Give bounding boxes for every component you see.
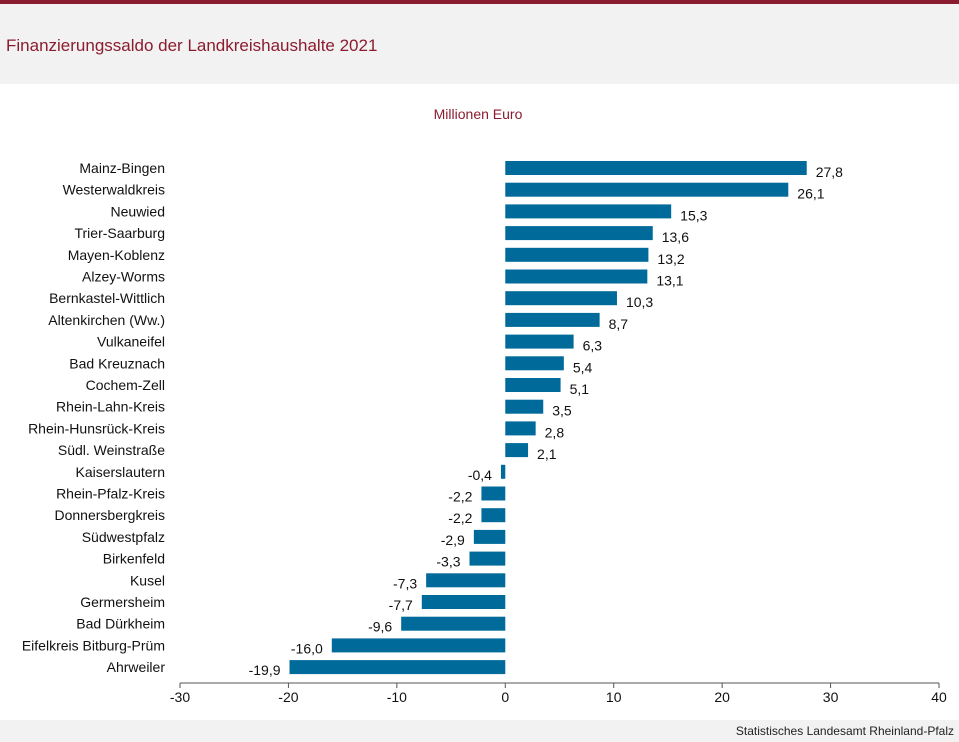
bar-21	[401, 616, 506, 631]
data-label: 2,1	[537, 446, 557, 462]
data-label: 6,3	[583, 338, 603, 354]
category-label: Cochem-Zell	[86, 377, 165, 393]
bar-22	[331, 638, 506, 653]
plot-background	[0, 90, 959, 720]
bar-23	[289, 660, 506, 675]
category-label: Mayen-Koblenz	[68, 247, 165, 263]
data-label: 5,4	[573, 359, 593, 375]
data-label: -16,0	[291, 640, 323, 656]
top-accent-bar	[0, 0, 959, 4]
bar-20	[421, 595, 506, 609]
x-tick-label: 10	[606, 689, 622, 705]
category-label: Birkenfeld	[103, 551, 165, 567]
data-label: -7,3	[393, 575, 417, 591]
category-label: Kusel	[130, 572, 165, 588]
bar-3	[505, 226, 653, 241]
category-label: Rhein-Hunsrück-Kreis	[28, 420, 165, 436]
category-label: Vulkaneifel	[97, 334, 165, 350]
category-label: Bad Dürkheim	[76, 616, 165, 632]
header: Finanzierungssaldo der Landkreishaushalt…	[0, 4, 959, 84]
data-label: -7,7	[389, 597, 413, 613]
category-label: Ahrweiler	[107, 659, 166, 675]
data-label: 3,5	[552, 403, 572, 419]
data-label: 15,3	[680, 207, 707, 223]
x-tick-label: -30	[170, 689, 190, 705]
category-label: Donnersbergkreis	[55, 507, 166, 523]
bar-19	[426, 573, 506, 588]
category-label: Rhein-Lahn-Kreis	[56, 399, 165, 415]
category-label: Westerwaldkreis	[63, 182, 165, 198]
category-label: Mainz-Bingen	[79, 160, 165, 176]
bar-16	[481, 508, 506, 523]
x-tick-label: 40	[931, 689, 947, 705]
bar-18	[469, 551, 506, 566]
bar-9	[505, 356, 564, 371]
category-label: Südwestpfalz	[82, 529, 165, 545]
bar-1	[505, 182, 789, 197]
category-label: Eifelkreis Bitburg-Prüm	[22, 637, 165, 653]
bar-7	[505, 312, 600, 327]
data-label: 27,8	[816, 164, 843, 180]
category-label: Alzey-Worms	[82, 269, 165, 285]
page-title: Finanzierungssaldo der Landkreishaushalt…	[6, 36, 378, 55]
category-label: Rhein-Pfalz-Kreis	[56, 486, 165, 502]
bar-13	[505, 443, 529, 458]
category-label: Trier-Saarburg	[74, 225, 165, 241]
data-label: -2,2	[448, 489, 472, 505]
bar-2	[505, 204, 672, 219]
bar-6	[505, 291, 617, 306]
bar-11	[505, 399, 544, 414]
chart-subtitle: Millionen Euro	[434, 106, 523, 122]
category-label: Bad Kreuznach	[69, 355, 165, 371]
data-label: -2,2	[448, 510, 472, 526]
data-label: -3,3	[436, 554, 460, 570]
data-label: 13,1	[656, 273, 683, 289]
category-label: Germersheim	[80, 594, 165, 610]
x-tick-label: -20	[278, 689, 298, 705]
source-note: Statistisches Landesamt Rheinland-Pfalz	[735, 724, 954, 738]
bar-12	[505, 421, 536, 436]
divider	[0, 84, 959, 90]
bar-5	[505, 269, 648, 284]
category-label: Altenkirchen (Ww.)	[48, 312, 165, 328]
x-tick-label: 30	[823, 689, 839, 705]
data-label: -19,9	[249, 662, 281, 678]
data-label: -2,9	[441, 532, 465, 548]
bar-10	[505, 378, 561, 392]
data-label: -0,4	[468, 467, 492, 483]
data-label: 10,3	[626, 294, 653, 310]
data-label: 13,6	[662, 229, 689, 245]
bar-0	[505, 161, 807, 175]
category-label: Südl. Weinstraße	[58, 442, 165, 458]
category-label: Bernkastel-Wittlich	[49, 290, 165, 306]
data-label: 26,1	[797, 186, 824, 202]
x-tick-label: 0	[501, 689, 509, 705]
data-label: -9,6	[368, 619, 392, 635]
data-label: 5,1	[570, 381, 590, 397]
data-label: 8,7	[609, 316, 629, 332]
x-tick-label: -10	[387, 689, 407, 705]
data-label: 2,8	[545, 424, 565, 440]
data-label: 13,2	[657, 251, 684, 267]
bar-chart: Millionen Euro Mainz-Bingen 27,8 Westerwald…	[0, 90, 959, 720]
category-label: Kaiserslautern	[76, 464, 166, 480]
bar-17	[473, 529, 506, 544]
bar-14	[500, 464, 506, 479]
bar-4	[505, 247, 649, 262]
x-tick-label: 20	[714, 689, 730, 705]
bar-15	[481, 486, 506, 501]
category-label: Neuwied	[111, 203, 165, 219]
bar-8	[505, 334, 574, 349]
